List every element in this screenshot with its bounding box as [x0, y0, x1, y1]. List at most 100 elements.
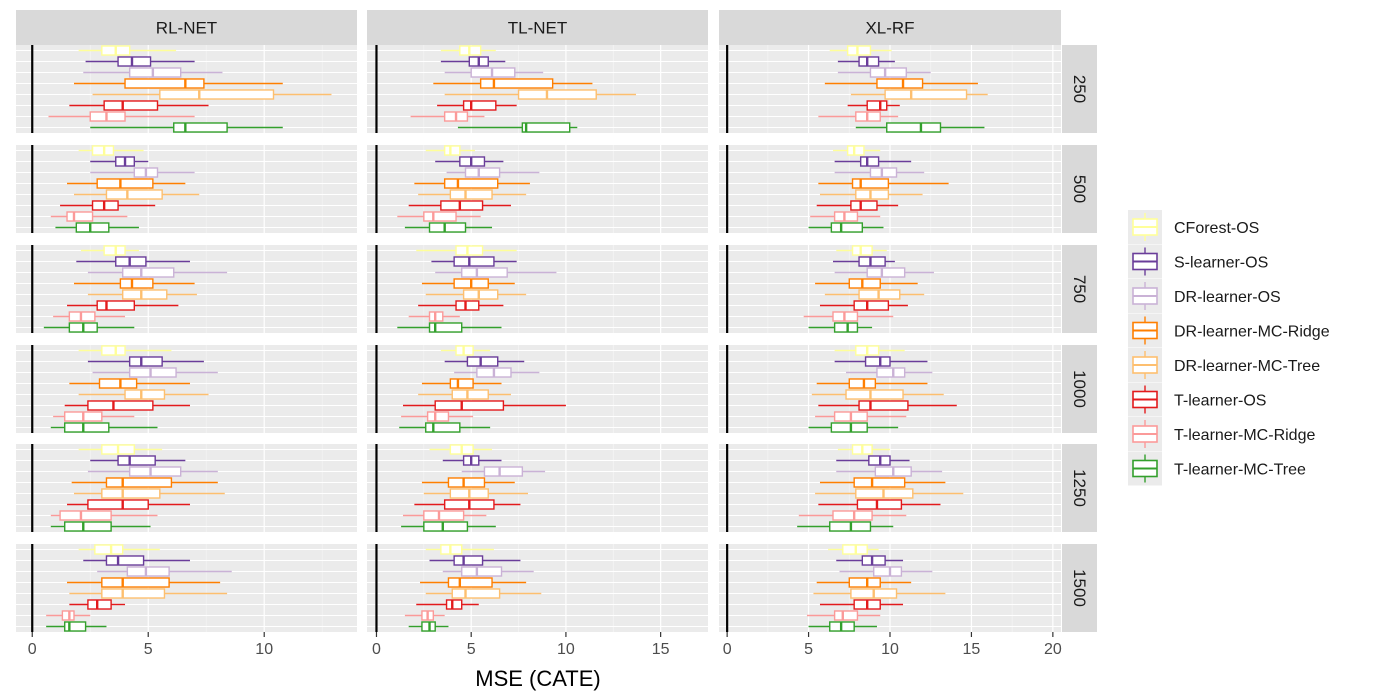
box-iqr	[426, 411, 450, 422]
row-strip-label: 750	[1070, 275, 1089, 303]
box-DR-learner-MC-Tree	[418, 389, 511, 400]
box-iqr	[451, 588, 501, 599]
legend-label: S-learner-OS	[1174, 255, 1268, 272]
box-iqr	[866, 267, 906, 278]
x-axes: 0 5 10 0 5 10 15 0 5 10 15 20	[28, 632, 1062, 658]
box-iqr	[851, 178, 890, 189]
row-strip	[1062, 145, 1097, 233]
box-DR-learner-MC-Ridge	[69, 378, 190, 389]
box-iqr	[128, 466, 182, 477]
box-iqr	[66, 211, 94, 222]
box-iqr	[855, 189, 890, 200]
box-T-learner-OS	[64, 400, 190, 411]
panel	[719, 145, 1061, 233]
box-T-learner-MC-Tree	[397, 322, 502, 333]
box-T-learner-OS	[416, 599, 479, 610]
panel	[367, 544, 708, 632]
box-iqr	[832, 510, 873, 521]
box-DR-learner-OS	[836, 466, 943, 477]
box-T-learner-MC-Ridge	[815, 411, 907, 422]
legend[interactable]: CForest-OS S-learner-OS DR-learner-OS DR-le…	[1128, 210, 1390, 496]
box-T-learner-OS	[819, 300, 908, 311]
panel-background	[367, 345, 708, 433]
box-DR-learner-OS	[846, 367, 933, 378]
legend-item[interactable]: T-learner-MC-Tree	[1128, 451, 1306, 486]
box-iqr	[858, 400, 909, 411]
box-iqr	[105, 555, 145, 566]
box-T-learner-MC-Tree	[457, 122, 578, 133]
box-iqr	[861, 555, 886, 566]
panel	[367, 444, 708, 532]
box-iqr	[873, 566, 903, 577]
box-iqr	[462, 100, 497, 111]
panel	[16, 145, 357, 233]
x-tick-label: 20	[1044, 641, 1062, 658]
box-DR-learner-OS	[87, 267, 228, 278]
x-axis-label: MSE (CATE)	[475, 666, 600, 691]
box-S-learner-OS	[429, 555, 521, 566]
box-iqr	[122, 289, 168, 300]
box-S-learner-OS	[90, 455, 186, 466]
box-S-learner-OS	[90, 156, 149, 167]
box-CForest-OS	[837, 444, 890, 455]
box-iqr	[850, 200, 878, 211]
box-iqr	[428, 322, 463, 333]
box-DR-learner-MC-Tree	[87, 289, 197, 300]
legend-item[interactable]: T-learner-OS	[1128, 382, 1266, 417]
panel	[16, 444, 357, 532]
box-iqr	[445, 599, 463, 610]
box-CForest-OS	[78, 145, 144, 156]
box-T-learner-MC-Ridge	[397, 211, 481, 222]
box-S-learner-OS	[834, 156, 912, 167]
panel	[16, 45, 357, 133]
box-iqr	[96, 300, 136, 311]
box-iqr	[455, 245, 484, 256]
box-iqr	[64, 621, 87, 632]
box-DR-learner-MC-Tree	[813, 588, 946, 599]
box-iqr	[128, 356, 163, 367]
box-DR-learner-OS	[837, 67, 931, 78]
box-S-learner-OS	[836, 555, 904, 566]
legend-item[interactable]: CForest-OS	[1128, 210, 1259, 244]
panel-background	[367, 145, 708, 233]
box-T-learner-MC-Ridge	[401, 411, 474, 422]
box-DR-learner-MC-Tree	[819, 189, 923, 200]
box-T-learner-MC-Ridge	[818, 111, 899, 122]
box-T-learner-MC-Ridge	[48, 111, 195, 122]
box-CForest-OS	[833, 145, 881, 156]
panel	[16, 345, 357, 433]
box-T-learner-OS	[408, 200, 511, 211]
box-S-learner-OS	[85, 56, 195, 67]
legend-item[interactable]: S-learner-OS	[1128, 244, 1268, 279]
box-DR-learner-MC-Tree	[815, 488, 964, 499]
box-iqr	[455, 300, 480, 311]
box-iqr	[453, 256, 495, 267]
box-T-learner-MC-Tree	[855, 122, 985, 133]
box-iqr	[425, 422, 461, 433]
legend-item[interactable]: DR-learner-MC-Ridge	[1128, 313, 1330, 348]
legend-item[interactable]: DR-learner-MC-Tree	[1128, 348, 1320, 382]
box-T-learner-MC-Ridge	[50, 211, 128, 222]
box-DR-learner-MC-Ridge	[816, 577, 912, 588]
row-strip-label: 1000	[1070, 370, 1089, 408]
box-DR-learner-OS	[444, 67, 544, 78]
box-DR-learner-OS	[97, 566, 232, 577]
box-iqr	[159, 89, 275, 100]
x-tick-label: 5	[144, 641, 153, 658]
box-CForest-OS	[834, 345, 905, 356]
box-T-learner-OS	[437, 100, 517, 111]
box-S-learner-OS	[435, 156, 504, 167]
box-DR-learner-MC-Ridge	[67, 178, 186, 189]
x-tick-label: 10	[557, 641, 575, 658]
box-iqr	[845, 389, 904, 400]
column-strip-label: XL-RF	[865, 19, 914, 38]
box-T-learner-MC-Tree	[50, 422, 158, 433]
box-iqr	[443, 145, 461, 156]
box-S-learner-OS	[836, 455, 910, 466]
box-iqr	[94, 544, 124, 555]
box-iqr	[864, 356, 891, 367]
box-CForest-OS	[78, 345, 172, 356]
legend-item[interactable]: T-learner-MC-Ridge	[1128, 417, 1315, 451]
legend-item[interactable]: DR-learner-OS	[1128, 279, 1281, 313]
box-iqr	[434, 400, 505, 411]
